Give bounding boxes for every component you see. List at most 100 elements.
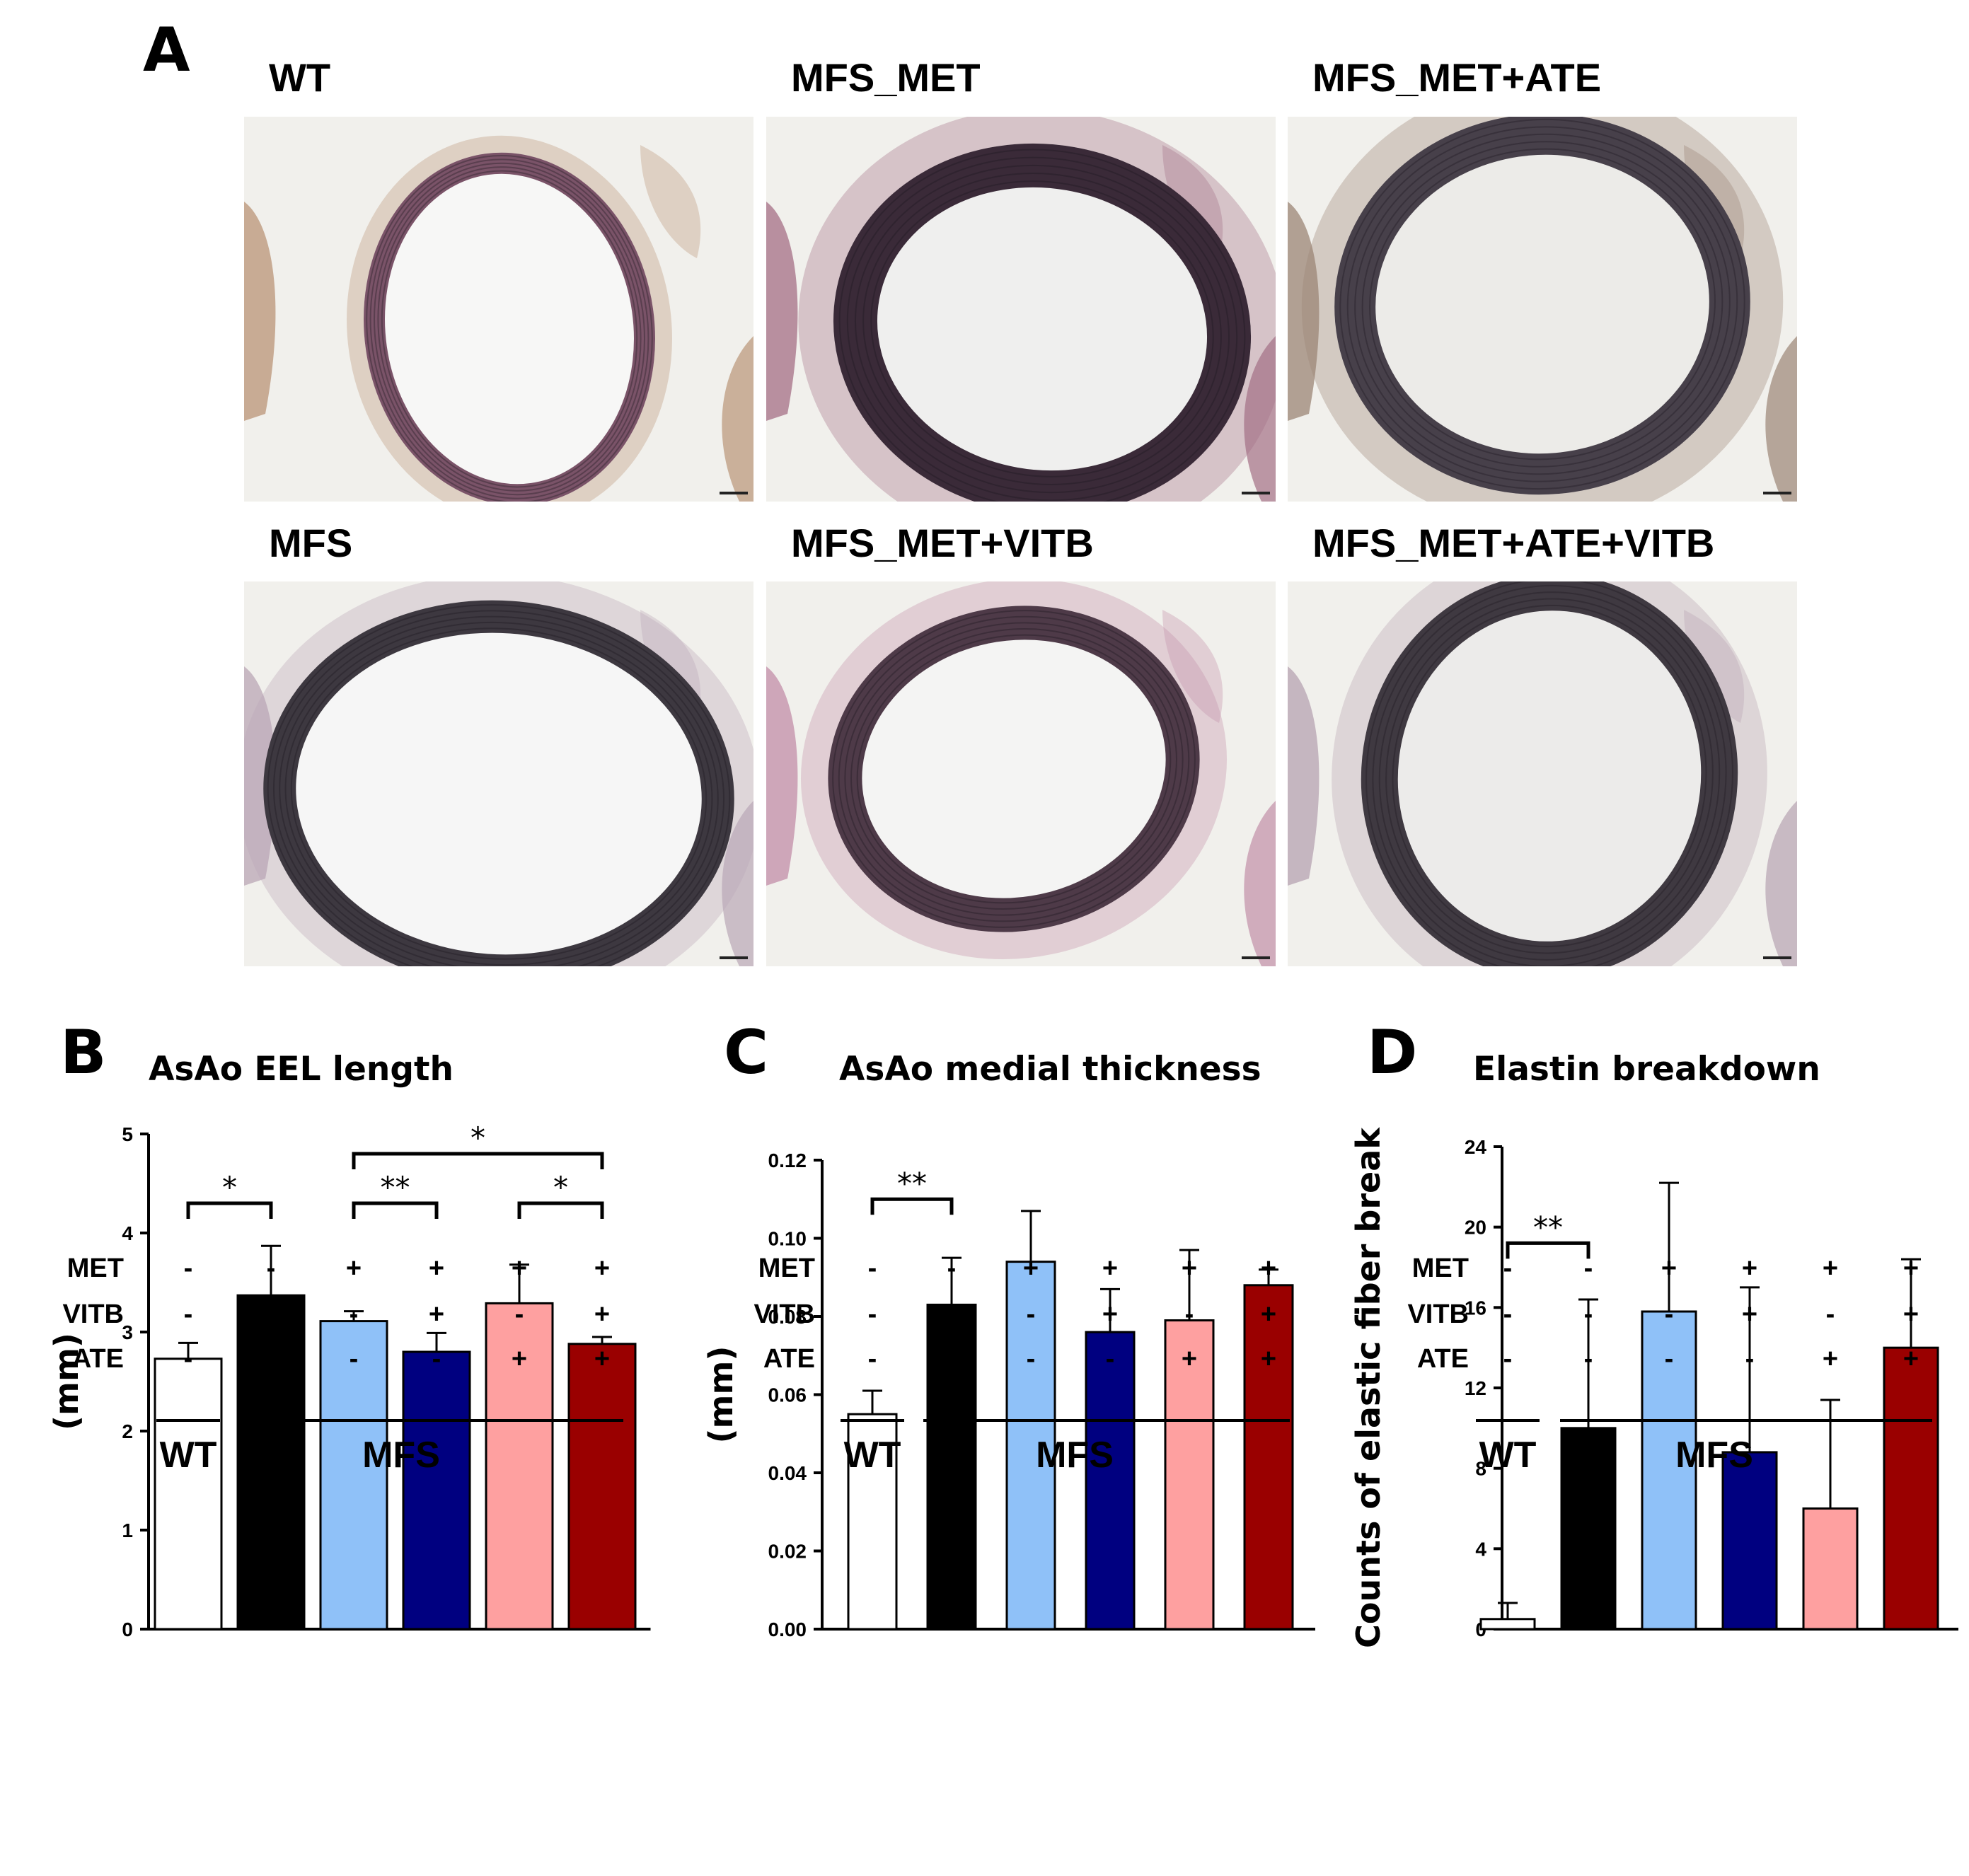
significance-bracket — [186, 1201, 273, 1219]
significance-label: * — [222, 1170, 237, 1205]
factor-value: - — [868, 1344, 877, 1374]
panel-d-letter: D — [1367, 1017, 1418, 1088]
factor-value: - — [1027, 1299, 1036, 1329]
aorta-micrograph — [244, 117, 753, 502]
factor-value: - — [350, 1344, 359, 1374]
y-axis-label: (mm) — [702, 1346, 740, 1444]
factor-value: - — [868, 1253, 877, 1283]
bar — [402, 1350, 471, 1631]
wt-group-label: WT — [160, 1435, 217, 1476]
aorta-micrograph — [766, 581, 1276, 966]
factor-value: - — [267, 1253, 276, 1283]
factor-value: + — [1823, 1253, 1838, 1283]
panel-c-title: AsAo medial thickness — [839, 1050, 1261, 1089]
factor-row-label: MET — [1412, 1253, 1469, 1283]
factor-value: - — [1584, 1299, 1593, 1329]
y-tick-label: 24 — [1465, 1136, 1487, 1158]
bar — [1085, 1331, 1136, 1631]
wt-group-label: WT — [844, 1435, 901, 1476]
micrograph-title: WT — [269, 55, 331, 100]
y-tick-label: 16 — [1465, 1297, 1486, 1319]
factor-row-label: ATE — [1417, 1344, 1469, 1374]
factor-row-label: MET — [67, 1253, 124, 1283]
factor-value: - — [1826, 1299, 1835, 1329]
y-tick-label: 0.04 — [768, 1462, 807, 1484]
significance-bracket — [517, 1201, 604, 1219]
factor-value: + — [1742, 1299, 1757, 1329]
factor-row-label: VITB — [1407, 1299, 1469, 1329]
aorta-micrograph — [1288, 117, 1797, 502]
y-tick-label: 2 — [122, 1420, 133, 1442]
factor-value: + — [1102, 1253, 1118, 1283]
mfs-group-label: MFS — [1036, 1435, 1114, 1476]
y-tick-label: 4 — [122, 1222, 133, 1244]
significance-label: * — [470, 1121, 485, 1155]
factor-value: + — [429, 1253, 444, 1283]
factor-value: - — [432, 1344, 441, 1374]
factor-value: + — [1661, 1253, 1677, 1283]
factor-value: + — [594, 1344, 610, 1374]
factor-value: + — [512, 1344, 527, 1374]
significance-label: ** — [1533, 1210, 1563, 1244]
factor-value: + — [346, 1253, 362, 1283]
factor-value: + — [1261, 1253, 1276, 1283]
factor-value: - — [1584, 1253, 1593, 1283]
factor-value: + — [1182, 1344, 1197, 1374]
factor-value: - — [1665, 1344, 1674, 1374]
factor-value: - — [184, 1253, 193, 1283]
factor-row-label: VITB — [753, 1299, 815, 1329]
factor-value: + — [1261, 1299, 1276, 1329]
factor-value: - — [1503, 1344, 1513, 1374]
factor-row-label: ATE — [72, 1344, 124, 1374]
y-tick-label: 8 — [1475, 1458, 1486, 1480]
micrograph-title: MFS — [269, 521, 353, 565]
factor-row-label: MET — [758, 1253, 815, 1283]
factor-value: + — [1903, 1344, 1919, 1374]
factor-value: - — [1185, 1299, 1194, 1329]
significance-bracket — [1506, 1241, 1590, 1259]
factor-value: + — [1903, 1253, 1919, 1283]
bar — [236, 1294, 306, 1631]
factor-value: + — [1261, 1344, 1276, 1374]
aorta-micrograph — [244, 581, 753, 966]
factor-value: - — [1503, 1299, 1513, 1329]
factor-value: - — [1027, 1344, 1036, 1374]
factor-value: - — [1106, 1344, 1115, 1374]
y-tick-label: 12 — [1465, 1377, 1486, 1399]
bar — [1721, 1451, 1778, 1631]
panel-a-letter: A — [143, 15, 190, 86]
mfs-group-label: MFS — [362, 1435, 440, 1476]
factor-value: + — [1903, 1299, 1919, 1329]
mfs-group-label: MFS — [1675, 1435, 1753, 1476]
factor-value: - — [350, 1299, 359, 1329]
chart-eel-length: 0 1 2 3 4 5 (mm) * ** * * MET - - + + + + VITB - - - + - + ATE - - -… — [0, 1104, 658, 1868]
factor-value: - — [184, 1299, 193, 1329]
micrograph-title: MFS_MET+ATE+VITB — [1312, 521, 1715, 565]
panel-b-title: AsAo EEL length — [149, 1050, 454, 1089]
y-tick-label: 3 — [122, 1321, 133, 1343]
factor-value: - — [868, 1299, 877, 1329]
aorta-micrograph — [766, 117, 1276, 502]
factor-value: + — [512, 1253, 527, 1283]
factor-value: + — [594, 1299, 610, 1329]
factor-value: - — [1665, 1299, 1674, 1329]
chart-medial-thickness: 0.00 0.02 0.04 0.06 0.08 0.10 0.12 (mm) ** MET - - +… — [665, 1104, 1323, 1868]
y-tick-label: 5 — [122, 1123, 133, 1145]
bar — [319, 1320, 388, 1631]
significance-label: ** — [381, 1170, 410, 1205]
factor-value: - — [1745, 1344, 1755, 1374]
factor-row-label: ATE — [763, 1344, 815, 1374]
y-tick-label: 0 — [122, 1619, 133, 1640]
bar — [154, 1357, 223, 1631]
y-tick-label: 0.02 — [768, 1541, 807, 1563]
y-tick-label: 0.10 — [768, 1228, 807, 1250]
factor-value: + — [1823, 1344, 1838, 1374]
significance-label: ** — [897, 1166, 927, 1200]
y-tick-label: 4 — [1475, 1538, 1486, 1560]
bar — [1243, 1284, 1294, 1631]
panel-c-letter: C — [724, 1017, 769, 1088]
y-tick-label: 0.00 — [768, 1619, 807, 1640]
significance-label: * — [553, 1170, 568, 1205]
factor-row-label: VITB — [62, 1299, 124, 1329]
factor-value: - — [1503, 1253, 1513, 1283]
